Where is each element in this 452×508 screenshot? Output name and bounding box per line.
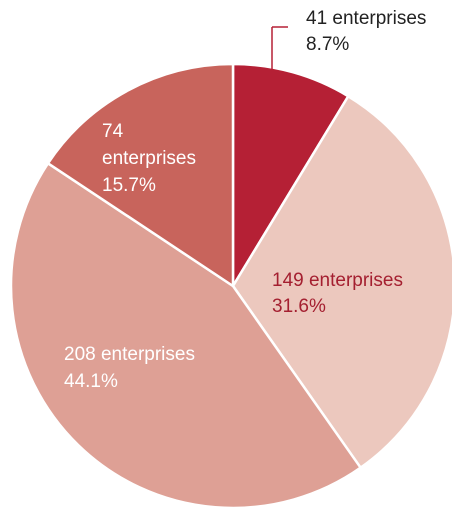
slice-label-149-count: 149 enterprises <box>272 270 403 291</box>
slice-label-208: 208 enterprises 44.1% <box>64 344 195 392</box>
slice-label-41: 41 enterprises 8.7% <box>306 8 426 55</box>
slice-label-208-percent: 44.1% <box>64 371 118 392</box>
pie-slices <box>9 62 452 508</box>
slice-label-149-percent: 31.6% <box>272 296 326 317</box>
pie-slice-149 <box>231 95 452 469</box>
slice-label-74-unit: enterprises <box>102 148 196 169</box>
slice-label-74: 74 enterprises 15.7% <box>102 121 196 196</box>
slice-label-74-count: 74 <box>102 121 124 142</box>
slice-label-41-count: 41 enterprises <box>306 8 426 29</box>
slice-label-74-percent: 15.7% <box>102 175 156 196</box>
slice-label-208-count: 208 enterprises <box>64 344 195 365</box>
pie-slice-208 <box>9 162 362 508</box>
pie-slice-74 <box>46 62 235 288</box>
slice-label-149: 149 enterprises 31.6% <box>272 270 403 317</box>
pie-slice-41 <box>231 62 350 288</box>
slice-label-41-percent: 8.7% <box>306 34 349 55</box>
